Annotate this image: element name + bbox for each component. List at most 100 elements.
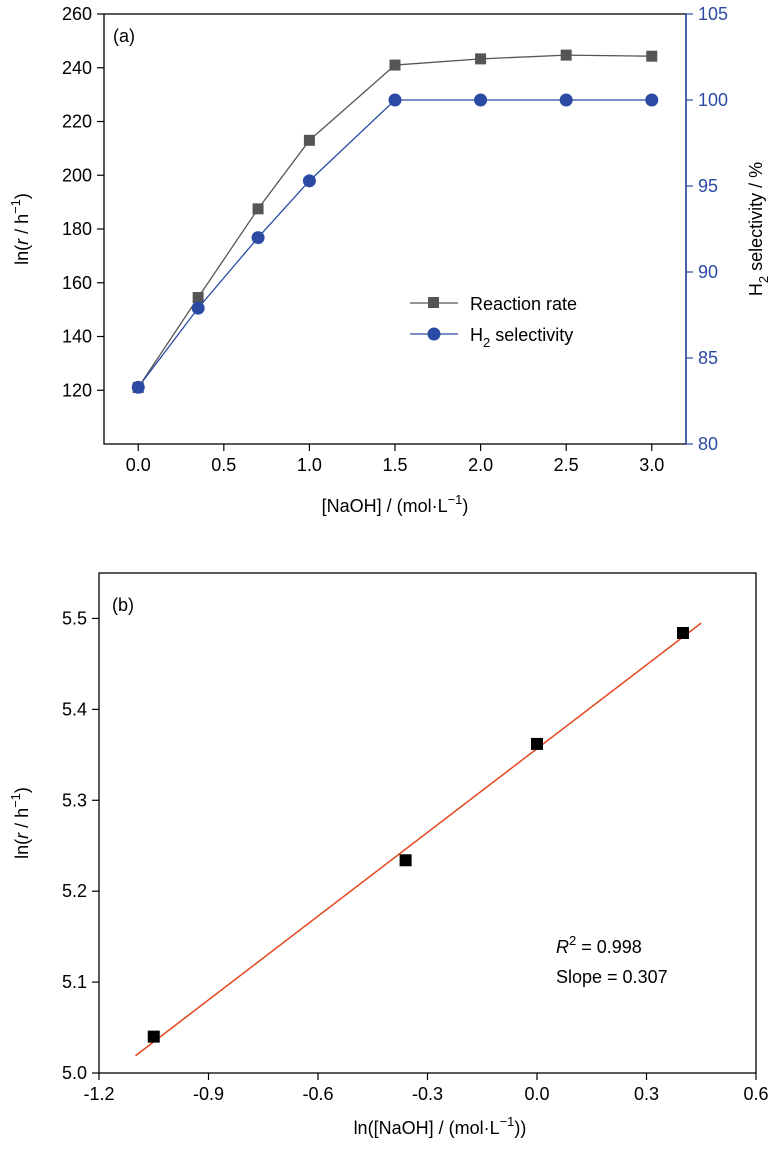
legend-label-reaction-rate: Reaction rate xyxy=(470,294,577,314)
x-tick-label-b: 0.3 xyxy=(634,1084,659,1104)
slope-annotation: Slope = 0.307 xyxy=(556,967,668,987)
legend-item-h2-selectivity: H2 selectivity xyxy=(410,325,573,350)
plot-frame-b xyxy=(98,572,757,1074)
y-right-a-sub: 2 xyxy=(756,276,771,283)
legend-item-reaction-rate: Reaction rate xyxy=(410,294,577,314)
legend-a: Reaction rate H2 selectivity xyxy=(410,294,577,350)
panel-label-b: (b) xyxy=(112,595,134,615)
y-left-a-mid: / h xyxy=(12,214,32,239)
data-point-reaction-rate xyxy=(389,59,401,71)
y-tick-label-b: 5.4 xyxy=(62,699,87,719)
y-b-mid: / h xyxy=(12,808,32,833)
y-axis-left-label-a: ln(r / h−1) xyxy=(8,193,32,265)
x-tick-label-b: -0.3 xyxy=(412,1084,443,1104)
legend-label-h2-selectivity: H2 selectivity xyxy=(470,325,573,350)
x-tick-label-b: 0.6 xyxy=(743,1084,768,1104)
y-left-a-sup: −1 xyxy=(8,199,23,214)
x-tick-label-a: 2.0 xyxy=(468,455,493,475)
data-point-h2-selectivity xyxy=(474,93,488,107)
x-tick-label-b: 0.0 xyxy=(524,1084,549,1104)
r2-suffix: = 0.998 xyxy=(576,937,642,957)
y-right-tick-label-a: 90 xyxy=(698,262,718,282)
x-axis-label-a-sup: −1 xyxy=(448,492,463,507)
data-point-b xyxy=(147,1030,160,1043)
x-axis-label-b: ln([NaOH] / (mol·L−1)) xyxy=(354,1114,527,1138)
y-tick-label-b: 5.5 xyxy=(62,608,87,628)
data-point-reaction-rate xyxy=(252,203,264,215)
y-axis-left-ticks-a: 120 140 160 180 200 220 240 260 xyxy=(62,4,104,400)
legend-h2-sub: 2 xyxy=(483,335,490,350)
y-left-a-suffix: ) xyxy=(12,193,32,199)
y-left-tick-label-a: 200 xyxy=(62,165,92,185)
data-point-h2-selectivity xyxy=(251,231,265,245)
data-point-b xyxy=(399,854,412,867)
y-left-tick-label-a: 240 xyxy=(62,58,92,78)
y-left-tick-label-a: 260 xyxy=(62,4,92,24)
plot-frame-a xyxy=(103,13,687,445)
chart-panel-a: 0.0 0.5 1.0 1.5 2.0 2.5 3.0 120140160180200220… xyxy=(8,4,771,516)
y-left-a-prefix: ln( xyxy=(12,245,32,265)
data-point-reaction-rate xyxy=(646,50,658,62)
data-point-reaction-rate xyxy=(560,49,572,61)
data-point-b xyxy=(677,627,689,639)
data-point-b xyxy=(531,737,543,750)
chart-panel-b: -1.2 -0.9 -0.6 -0.3 0.0 0.3 0.6 5.05.15.25.35.… xyxy=(8,572,769,1138)
y-right-tick-label-a: 105 xyxy=(698,4,728,24)
y-tick-label-b: 5.2 xyxy=(62,881,87,901)
y-right-a-suffix: selectivity / % xyxy=(746,162,766,276)
y-left-tick-label-a: 160 xyxy=(62,273,92,293)
series-group-b xyxy=(135,622,702,1057)
y-right-tick-label-a: 85 xyxy=(698,348,718,368)
y-axis-right-label-a: H2 selectivity / % xyxy=(746,162,771,296)
data-point-reaction-rate xyxy=(475,53,487,65)
y-tick-label-b: 5.1 xyxy=(62,972,87,992)
r2-sup: 2 xyxy=(569,933,576,948)
x-tick-label-a: 0.5 xyxy=(211,455,236,475)
x-axis-label-a-prefix: [NaOH] / (mol·L xyxy=(322,496,448,516)
r-squared-annotation: R2 = 0.998 xyxy=(556,933,642,957)
legend-marker-h2-selectivity xyxy=(427,327,441,341)
y-axis-label-b: ln(r / h−1) xyxy=(8,787,32,859)
y-left-tick-label-a: 140 xyxy=(62,327,92,347)
panel-label-a: (a) xyxy=(113,26,135,46)
y-axis-right-ticks-a: 80 85 90 95 100 105 xyxy=(686,4,728,454)
y-right-tick-label-a: 100 xyxy=(698,90,728,110)
y-b-prefix: ln( xyxy=(12,839,32,859)
legend-marker-reaction-rate xyxy=(428,297,439,308)
y-left-tick-label-a: 180 xyxy=(62,219,92,239)
data-point-h2-selectivity xyxy=(388,93,402,107)
data-point-h2-selectivity xyxy=(559,93,573,107)
x-axis-label-a-suffix: ) xyxy=(462,496,468,516)
x-axis-ticks-b: -1.2 -0.9 -0.6 -0.3 0.0 0.3 0.6 xyxy=(83,1073,769,1104)
y-b-italic: r xyxy=(12,832,32,839)
y-left-tick-label-a: 120 xyxy=(62,380,92,400)
y-left-tick-label-a: 220 xyxy=(62,112,92,132)
x-tick-label-b: -0.9 xyxy=(193,1084,224,1104)
x-tick-label-a: 3.0 xyxy=(639,455,664,475)
y-left-a-italic: r xyxy=(12,238,32,245)
data-point-h2-selectivity xyxy=(645,93,659,107)
r2-italic: R xyxy=(556,937,569,957)
legend-h2-suffix: selectivity xyxy=(490,325,573,345)
series-line-reaction-rate xyxy=(137,54,652,388)
legend-h2-prefix: H xyxy=(470,325,483,345)
x-axis-label-b-suffix: )) xyxy=(514,1118,526,1138)
x-axis-label-a: [NaOH] / (mol·L−1) xyxy=(322,492,469,516)
y-right-a-prefix: H xyxy=(746,283,766,296)
data-point-h2-selectivity xyxy=(302,174,316,188)
linear-fit-line xyxy=(135,622,702,1057)
x-axis-label-b-prefix: ln([NaOH] / (mol·L xyxy=(354,1118,500,1138)
data-point-reaction-rate xyxy=(303,134,315,146)
data-point-h2-selectivity xyxy=(191,301,205,315)
y-axis-ticks-b: 5.0 5.1 5.2 5.3 5.4 5.5 xyxy=(62,608,99,1083)
x-axis-ticks-a: 0.0 0.5 1.0 1.5 2.0 2.5 3.0 xyxy=(126,444,664,475)
y-b-sup: −1 xyxy=(8,793,23,808)
data-point-h2-selectivity xyxy=(131,380,145,394)
data-point-reaction-rate xyxy=(192,292,204,304)
x-tick-label-a: 1.0 xyxy=(297,455,322,475)
y-right-tick-label-a: 80 xyxy=(698,434,718,454)
series-group-a xyxy=(131,49,659,394)
y-tick-label-b: 5.0 xyxy=(62,1063,87,1083)
x-tick-label-a: 0.0 xyxy=(126,455,151,475)
